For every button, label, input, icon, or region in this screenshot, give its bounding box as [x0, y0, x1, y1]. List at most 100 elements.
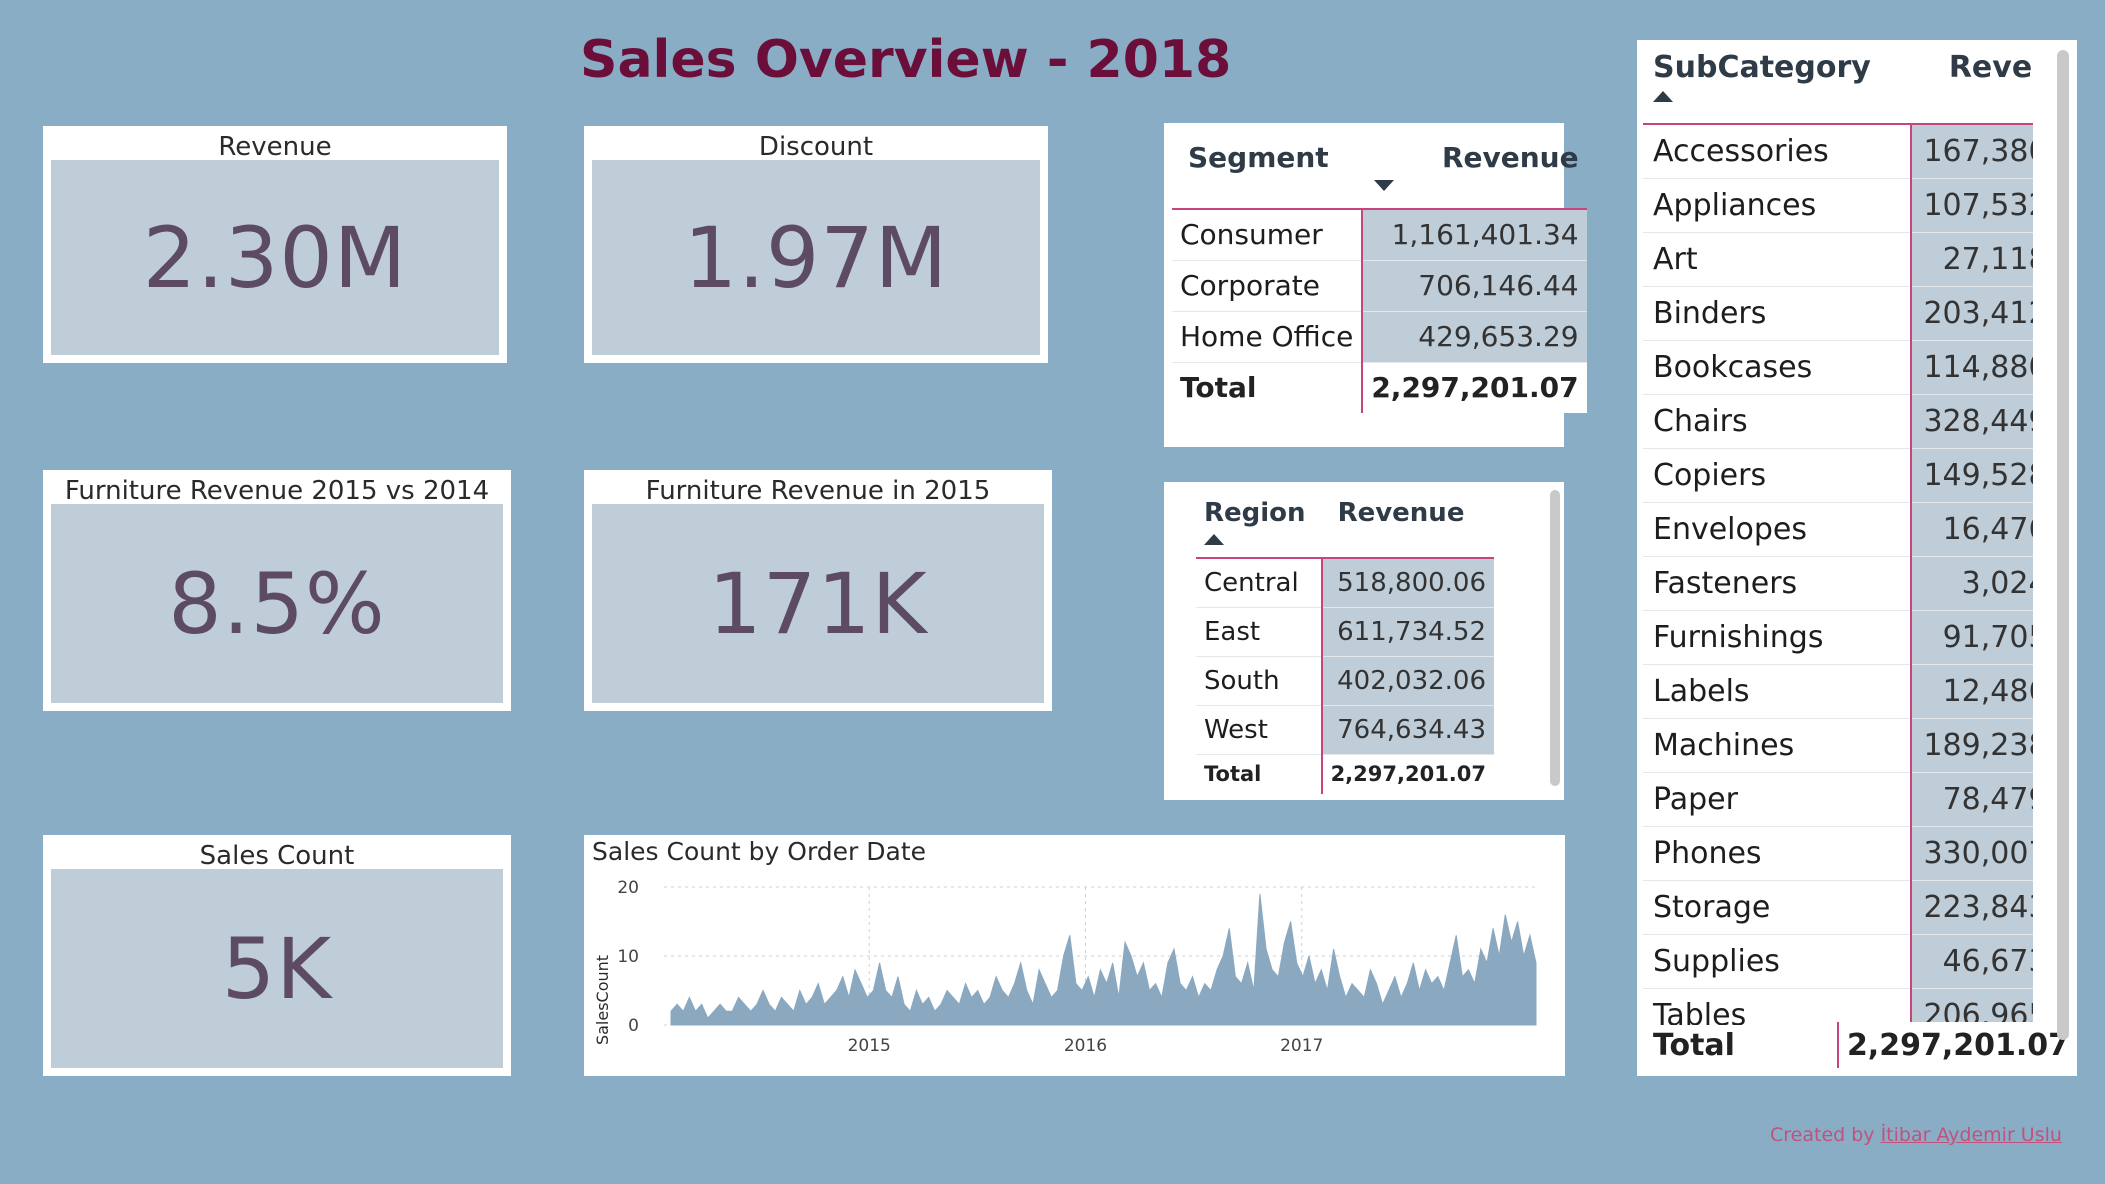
- chart-y-tick-label: 20: [617, 878, 639, 898]
- subcategory-label: Tables: [1643, 988, 1912, 1025]
- footer-credit: Created by İtibar Aydemir Uslu: [1770, 1124, 2062, 1146]
- subcategory-table-scrollbar[interactable]: [2057, 50, 2069, 1040]
- subcategory-table: SubCategory Revenue Accessories167,380.3…: [1643, 50, 2033, 1025]
- subcategory-label: Fasteners: [1643, 556, 1912, 611]
- revenue-card-label: Revenue: [218, 132, 332, 162]
- region-value: 402,032.06: [1321, 656, 1495, 706]
- region-label: West: [1196, 705, 1323, 755]
- subcategory-value: 223,843.59: [1910, 880, 2033, 935]
- revenue-card-value: 2.30M: [142, 208, 408, 307]
- table-row[interactable]: South 402,032.06: [1196, 656, 1495, 706]
- page-title: Sales Overview - 2018: [580, 30, 1232, 90]
- chart-x-tick-label: 2016: [1064, 1036, 1107, 1056]
- segment-value: 1,161,401.34: [1362, 209, 1587, 261]
- subcategory-value: 91,705.12: [1910, 610, 2033, 665]
- subcategory-label: Supplies: [1643, 934, 1912, 989]
- furniture-growth-card-box: 8.5%: [51, 504, 503, 703]
- region-table: Region Revenue Central 518,800.06 East 6…: [1196, 498, 1495, 794]
- region-header-region[interactable]: Region: [1196, 498, 1322, 558]
- furniture-growth-card[interactable]: Furniture Revenue 2015 vs 2014 8.5%: [43, 470, 511, 711]
- segment-header-segment[interactable]: Segment: [1188, 141, 1329, 174]
- revenue-card[interactable]: Revenue 2.30M: [43, 126, 507, 363]
- sales-count-card[interactable]: Sales Count 5K: [43, 835, 511, 1076]
- chart-x-tick-label: 2015: [848, 1036, 891, 1056]
- subcategory-value: 206,965.68: [1910, 988, 2033, 1025]
- subcategory-label: Storage: [1643, 880, 1912, 935]
- subcategory-value: 12,486.30: [1910, 664, 2033, 719]
- subcategory-table-card[interactable]: SubCategory Revenue Accessories167,380.3…: [1637, 40, 2077, 1076]
- chart-y-ticks: 0 10 20: [617, 878, 639, 1036]
- subcategory-label: Appliances: [1643, 178, 1912, 233]
- region-value: 611,734.52: [1321, 607, 1495, 657]
- chart-y-tick-label: 10: [617, 947, 639, 967]
- discount-card[interactable]: Discount 1.97M: [584, 126, 1048, 363]
- region-header-region-label: Region: [1204, 498, 1306, 528]
- chart-title: Sales Count by Order Date: [592, 837, 927, 866]
- subcategory-value: 328,449.13: [1910, 394, 2033, 449]
- subcategory-total-label: Total: [1643, 1022, 1839, 1068]
- subcategory-value: 27,118.80: [1910, 232, 2033, 287]
- sales-count-card-label: Sales Count: [199, 841, 355, 871]
- region-header-revenue[interactable]: Revenue: [1337, 498, 1465, 528]
- subcategory-header-revenue[interactable]: Revenue: [1948, 50, 2033, 85]
- region-table-scrollbar[interactable]: [1550, 490, 1560, 786]
- subcategory-label: Machines: [1643, 718, 1912, 773]
- table-row[interactable]: Central 518,800.06: [1196, 558, 1495, 608]
- discount-card-box: 1.97M: [592, 160, 1040, 355]
- sales-count-chart-card[interactable]: Sales Count by Order Date 0 10 20 2015 2016…: [584, 835, 1565, 1076]
- subcategory-label: Furnishings: [1643, 610, 1912, 665]
- subcategory-value: 189,238.68: [1910, 718, 2033, 773]
- furniture-2015-card[interactable]: Furniture Revenue in 2015 171K: [584, 470, 1052, 711]
- subcategory-label: Envelopes: [1643, 502, 1912, 557]
- segment-value: 706,146.44: [1362, 260, 1587, 312]
- segment-total-value: 2,297,201.07: [1362, 362, 1587, 413]
- chart-y-tick-label: 0: [628, 1016, 639, 1036]
- subcategory-value: 149,528.01: [1910, 448, 2033, 503]
- subcategory-total: Total 2,297,201.07: [1643, 1022, 2077, 1068]
- sales-count-card-box: 5K: [51, 869, 503, 1068]
- table-row[interactable]: West 764,634.43: [1196, 705, 1495, 755]
- table-row[interactable]: East 611,734.52: [1196, 607, 1495, 657]
- region-label: Central: [1196, 558, 1323, 608]
- region-total-row: Total 2,297,201.07: [1196, 754, 1495, 794]
- segment-header-revenue[interactable]: Revenue: [1362, 141, 1586, 209]
- table-row[interactable]: Corporate 706,146.44: [1172, 260, 1587, 312]
- subcategory-rows: Accessories167,380.31Appliances107,532.1…: [1643, 124, 2033, 1025]
- subcategory-total-value: 2,297,201.07: [1837, 1022, 2077, 1068]
- chart-x-tick-label: 2017: [1280, 1036, 1323, 1056]
- region-value: 518,800.06: [1321, 558, 1495, 608]
- segment-table-card[interactable]: Segment Revenue Consumer 1,161,401.34 Co…: [1164, 123, 1587, 447]
- region-table-card[interactable]: Region Revenue Central 518,800.06 East 6…: [1164, 482, 1564, 800]
- furniture-growth-card-value: 8.5%: [168, 554, 386, 653]
- subcategory-label: Binders: [1643, 286, 1912, 341]
- segment-value: 429,653.29: [1362, 311, 1587, 363]
- subcategory-value: 203,412.77: [1910, 286, 2033, 341]
- subcategory-label: Bookcases: [1643, 340, 1912, 395]
- table-row[interactable]: Home Office 429,653.29: [1172, 311, 1587, 363]
- table-row[interactable]: Consumer 1,161,401.34: [1172, 209, 1587, 261]
- author-link[interactable]: İtibar Aydemir Uslu: [1880, 1124, 2062, 1146]
- subcategory-header-subcategory[interactable]: SubCategory: [1643, 50, 1911, 124]
- subcategory-label: Chairs: [1643, 394, 1912, 449]
- subcategory-value: 114,880.05: [1910, 340, 2033, 395]
- sales-count-chart: 0 10 20 2015 2016 2017 SalesCount: [593, 878, 1539, 1056]
- revenue-card-box: 2.30M: [51, 160, 499, 355]
- region-total-value: 2,297,201.07: [1321, 754, 1495, 794]
